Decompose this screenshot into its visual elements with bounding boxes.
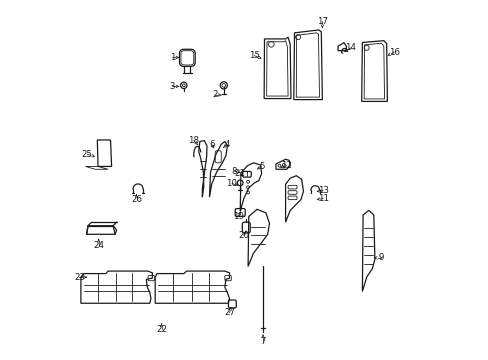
Text: 24: 24 xyxy=(93,240,104,249)
Text: 9: 9 xyxy=(378,253,383,262)
Text: 1: 1 xyxy=(169,53,175,62)
Text: 23: 23 xyxy=(74,273,85,282)
Text: 26: 26 xyxy=(131,195,142,204)
Text: 21: 21 xyxy=(234,169,245,178)
Text: 7: 7 xyxy=(260,337,265,346)
Text: 3: 3 xyxy=(169,82,175,91)
Text: 12: 12 xyxy=(281,161,291,170)
Text: 8: 8 xyxy=(231,167,237,176)
Text: 13: 13 xyxy=(317,186,328,195)
Text: 27: 27 xyxy=(224,309,235,318)
Text: 4: 4 xyxy=(224,140,230,149)
Text: 16: 16 xyxy=(388,48,399,57)
Text: 19: 19 xyxy=(232,212,243,221)
Text: 18: 18 xyxy=(188,136,199,145)
Text: 5: 5 xyxy=(258,162,264,171)
Text: 15: 15 xyxy=(248,51,260,60)
Text: 11: 11 xyxy=(317,194,328,203)
Text: 22: 22 xyxy=(156,325,167,334)
Text: 14: 14 xyxy=(345,43,356,52)
Text: 6: 6 xyxy=(208,140,214,149)
Text: 10: 10 xyxy=(226,179,237,188)
Text: 20: 20 xyxy=(238,231,249,240)
Text: 17: 17 xyxy=(316,17,327,26)
Text: 25: 25 xyxy=(81,150,93,159)
Text: 2: 2 xyxy=(212,90,218,99)
